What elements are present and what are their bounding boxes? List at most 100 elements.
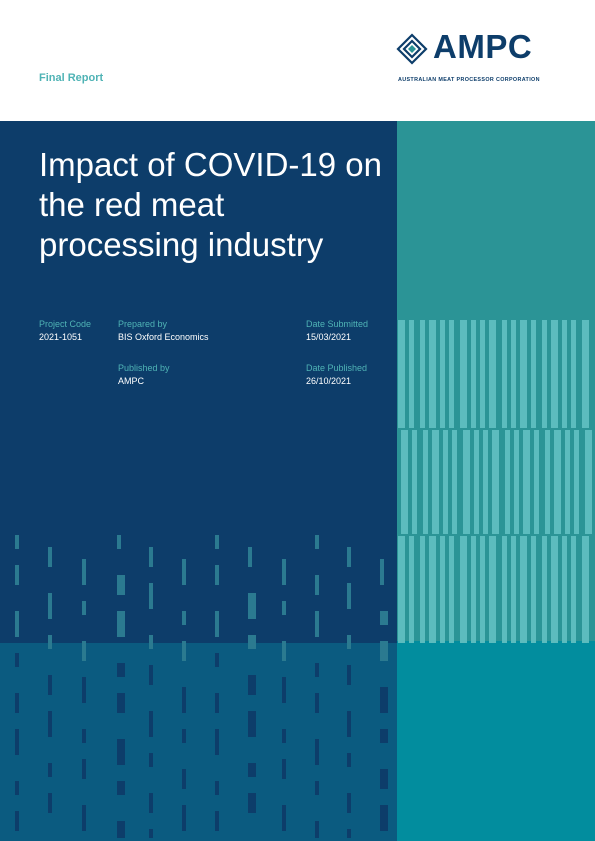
right-stripe — [562, 536, 567, 643]
left-dash — [315, 535, 319, 549]
right-stripe — [398, 536, 405, 643]
right-stripe — [460, 320, 467, 428]
left-dash — [347, 753, 351, 767]
prepared-by-label: Prepared by — [118, 319, 168, 329]
left-dash — [380, 611, 388, 625]
left-dash — [15, 811, 19, 831]
left-dash — [347, 583, 351, 609]
right-stripe — [429, 536, 436, 643]
left-dash — [380, 729, 388, 743]
left-dash — [215, 611, 219, 637]
date-submitted-value: 15/03/2021 — [306, 332, 352, 342]
cover-left-bottom-band — [0, 643, 397, 841]
left-dash — [15, 693, 19, 713]
logo-subtitle: AUSTRALIAN MEAT PROCESSOR CORPORATION — [398, 77, 540, 83]
left-dash — [15, 729, 19, 755]
right-stripe — [582, 536, 589, 643]
left-dash — [347, 635, 351, 649]
left-dash — [315, 821, 319, 838]
right-stripe — [423, 430, 428, 534]
left-dash — [282, 805, 286, 831]
left-dash — [380, 559, 384, 585]
project-code-label: Project Code — [39, 319, 92, 329]
right-stripe — [452, 430, 457, 534]
left-dash — [182, 687, 186, 713]
report-title: Impact of COVID-19 on the red meat proce… — [39, 146, 382, 263]
left-dash — [117, 739, 125, 765]
left-dash — [347, 793, 351, 813]
left-dash — [15, 781, 19, 795]
left-dash — [149, 829, 153, 838]
published-by-label: Published by — [118, 363, 170, 373]
left-dash — [82, 805, 86, 831]
right-stripe — [440, 320, 445, 428]
left-dash — [215, 811, 219, 831]
left-dash — [182, 611, 186, 625]
left-dash — [347, 665, 351, 685]
right-stripe — [489, 320, 496, 428]
right-stripe — [502, 536, 507, 643]
right-stripe — [463, 430, 470, 534]
left-dash — [347, 547, 351, 567]
left-dash — [248, 793, 256, 813]
right-stripe — [412, 430, 417, 534]
ampc-logo: AMPC AUSTRALIAN MEAT PROCESSOR CORPORATI… — [396, 28, 558, 87]
left-dash — [248, 635, 256, 649]
left-dash — [149, 711, 153, 737]
logo-wordmark: AMPC — [433, 28, 533, 65]
left-dash — [117, 535, 121, 549]
left-dash — [282, 601, 286, 615]
right-stripe — [585, 430, 592, 534]
right-stripe — [474, 430, 479, 534]
prepared-by-value: BIS Oxford Economics — [118, 332, 209, 342]
right-stripe — [520, 536, 527, 643]
left-dash — [117, 781, 125, 795]
left-dash — [282, 677, 286, 703]
cover-right-bottom-panel — [397, 641, 595, 841]
left-dash — [248, 763, 256, 777]
right-stripe-pattern — [398, 320, 592, 643]
right-stripe — [483, 430, 488, 534]
left-dash — [347, 829, 351, 838]
right-stripe — [502, 320, 507, 428]
left-dash — [215, 565, 219, 585]
left-dash — [117, 575, 125, 595]
left-dash — [82, 729, 86, 743]
left-dash — [248, 675, 256, 695]
cover-header: Final Report AMPC AUSTRALIAN MEAT PROCES… — [0, 0, 595, 121]
left-dash — [82, 759, 86, 779]
left-dash-pattern — [15, 535, 388, 838]
right-stripe — [582, 320, 589, 428]
left-dash — [315, 611, 319, 637]
right-stripe — [460, 536, 467, 643]
right-stripe — [523, 430, 530, 534]
left-dash — [149, 753, 153, 767]
left-dash — [248, 711, 256, 737]
left-dash — [282, 641, 286, 661]
left-dash — [282, 559, 286, 585]
left-dash — [215, 729, 219, 755]
right-stripe — [409, 320, 414, 428]
right-stripe — [492, 430, 499, 534]
left-dash — [215, 693, 219, 713]
left-dash — [15, 565, 19, 585]
right-stripe — [542, 320, 547, 428]
left-dash — [15, 611, 19, 637]
left-dash — [48, 635, 52, 649]
right-stripe — [449, 536, 454, 643]
report-type-label: Final Report — [39, 72, 104, 84]
right-stripe — [471, 536, 476, 643]
left-dash — [48, 711, 52, 737]
right-stripe — [551, 536, 558, 643]
left-dash — [347, 711, 351, 737]
ampc-diamond-icon — [396, 33, 428, 65]
left-dash — [48, 675, 52, 695]
left-dash — [15, 535, 19, 549]
left-dash — [215, 535, 219, 549]
left-dash — [282, 729, 286, 743]
right-stripe — [542, 536, 547, 643]
left-dash — [182, 641, 186, 661]
left-dash — [380, 805, 388, 831]
right-stripe — [565, 430, 570, 534]
